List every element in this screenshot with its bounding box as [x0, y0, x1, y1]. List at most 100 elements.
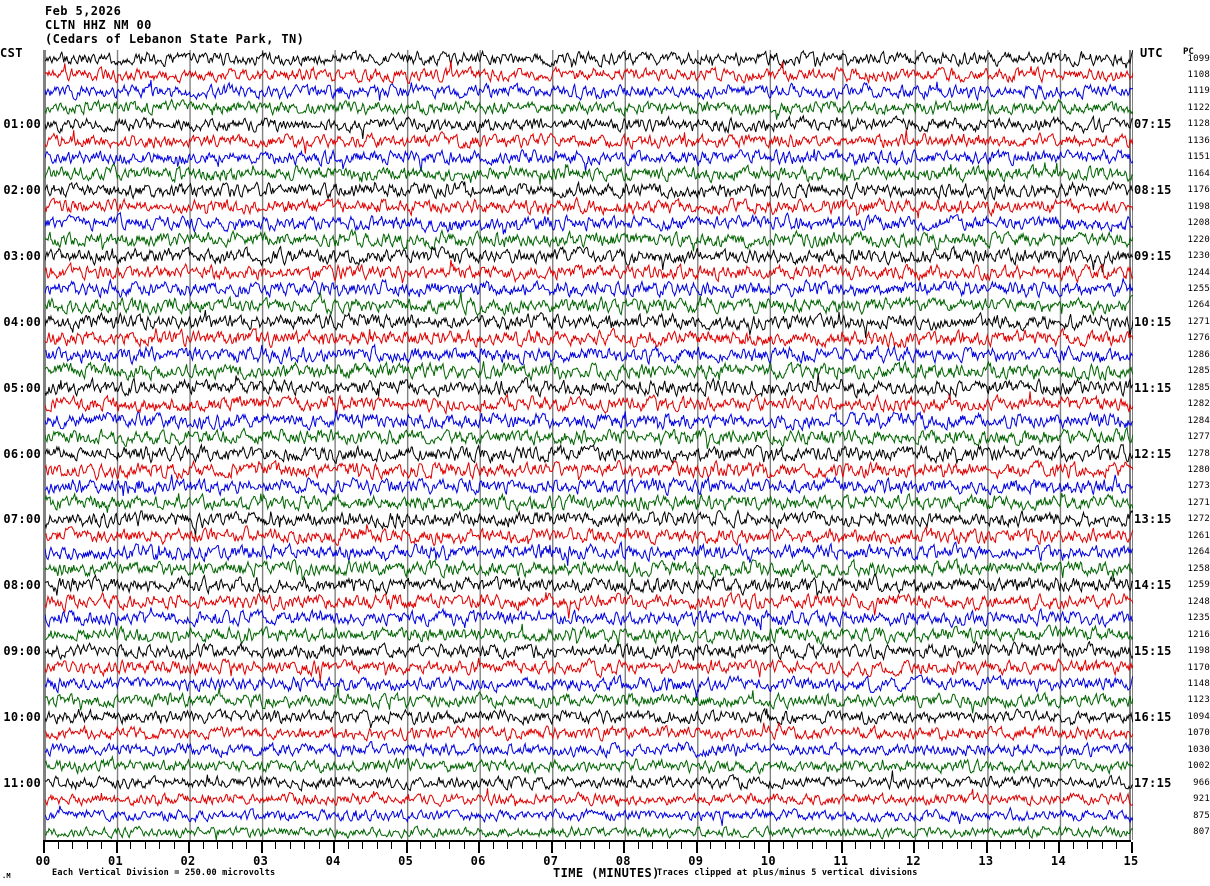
- header-date: Feb 5,2026: [45, 4, 122, 18]
- peak-count-value: 921: [1193, 794, 1210, 805]
- peak-count-value: 1148: [1187, 678, 1210, 689]
- x-tick-minor: [739, 842, 741, 849]
- peak-count-value: 807: [1193, 827, 1210, 838]
- peak-count-value: 1286: [1187, 349, 1210, 360]
- x-tick-minor: [72, 842, 73, 849]
- x-tick-label-13: 13: [978, 854, 994, 868]
- trace-line-27: [45, 491, 1133, 514]
- x-tick-label-02: 02: [180, 854, 196, 868]
- x-tick-major-00: [43, 842, 45, 853]
- peak-count-value: 1255: [1187, 283, 1210, 294]
- trace-line-23: [45, 426, 1133, 449]
- x-tick-minor: [304, 842, 306, 849]
- x-tick-minor: [434, 842, 436, 849]
- x-tick-minor: [565, 842, 567, 849]
- cst-hour-label-0300: 03:00: [3, 249, 41, 264]
- cst-hour-label-0400: 04:00: [3, 314, 41, 329]
- trace-line-21: [45, 391, 1133, 416]
- peak-count-value: 1108: [1187, 70, 1210, 81]
- x-tick-minor: [391, 842, 393, 849]
- x-tick-minor: [246, 842, 248, 849]
- trace-line-34: [45, 607, 1133, 631]
- utc-hour-label-0715: 07:15: [1134, 117, 1172, 132]
- x-tick-label-14: 14: [1050, 854, 1066, 868]
- x-tick-label-12: 12: [905, 854, 921, 868]
- peak-count-value: 1070: [1187, 728, 1210, 739]
- peak-count-value: 1216: [1187, 629, 1210, 640]
- x-tick-label-07: 07: [543, 854, 559, 868]
- x-tick-major-05: [405, 842, 408, 853]
- utc-timezone-label: UTC: [1140, 46, 1163, 60]
- x-tick-major-03: [260, 842, 263, 853]
- peak-count-value: 1285: [1187, 366, 1210, 377]
- peak-count-value: 1272: [1187, 514, 1210, 525]
- x-tick-minor: [826, 842, 828, 849]
- x-tick-minor: [608, 842, 610, 849]
- trace-line-8: [45, 180, 1133, 201]
- peak-count-value: 1285: [1187, 382, 1210, 393]
- trace-line-40: [45, 707, 1133, 729]
- scale-note: Each Vertical Division = 250.00 microvol…: [52, 868, 276, 878]
- trace-line-24: [45, 443, 1133, 465]
- x-tick-minor: [376, 842, 378, 849]
- peak-count-value: 1276: [1187, 333, 1210, 344]
- trace-line-18: [45, 343, 1133, 366]
- trace-line-30: [45, 540, 1133, 566]
- x-tick-minor: [318, 842, 320, 849]
- x-tick-minor: [579, 842, 581, 849]
- x-tick-label-08: 08: [615, 854, 631, 868]
- peak-count-value: 1282: [1187, 399, 1210, 410]
- peak-count-value: 1244: [1187, 267, 1210, 278]
- x-tick-major-02: [188, 842, 191, 853]
- x-tick-minor: [507, 842, 509, 849]
- x-tick-minor: [536, 842, 538, 849]
- x-tick-minor: [681, 842, 683, 849]
- trace-line-7: [45, 162, 1133, 185]
- seismogram-traces: [45, 50, 1133, 840]
- trace-line-0: [45, 50, 1133, 70]
- peak-count-value: 1280: [1187, 465, 1210, 476]
- trace-line-36: [45, 640, 1133, 662]
- time-axis: [43, 840, 1133, 854]
- x-tick-minor: [869, 842, 871, 849]
- trace-line-28: [45, 509, 1133, 537]
- x-tick-major-04: [333, 842, 336, 853]
- x-tick-minor: [173, 842, 175, 849]
- x-tick-minor: [521, 842, 523, 849]
- x-tick-major-06: [478, 842, 481, 853]
- cst-hour-label-0600: 06:00: [3, 446, 41, 461]
- peak-count-value: 1151: [1187, 152, 1210, 163]
- peak-count-value: 1208: [1187, 218, 1210, 229]
- trace-line-19: [45, 360, 1133, 383]
- x-tick-label-09: 09: [688, 854, 704, 868]
- x-tick-minor: [1116, 842, 1118, 849]
- x-tick-minor: [956, 842, 958, 849]
- peak-count-value: 1264: [1187, 300, 1210, 311]
- x-tick-minor: [101, 842, 103, 849]
- cst-hour-label-0900: 09:00: [3, 644, 41, 659]
- x-tick-major-07: [550, 842, 553, 853]
- trace-line-5: [45, 129, 1133, 154]
- x-tick-label-15: 15: [1123, 854, 1139, 868]
- x-tick-major-14: [1058, 842, 1061, 853]
- x-tick-minor: [159, 842, 161, 849]
- x-tick-minor: [492, 842, 494, 849]
- x-tick-minor: [231, 842, 233, 849]
- trace-line-4: [45, 114, 1133, 139]
- peak-count-value: 1122: [1187, 102, 1210, 113]
- x-tick-major-01: [115, 842, 118, 853]
- x-tick-minor: [57, 842, 59, 849]
- x-tick-minor: [797, 842, 799, 849]
- x-tick-major-13: [985, 842, 988, 853]
- x-tick-minor: [420, 842, 422, 849]
- header-location: (Cedars of Lebanon State Park, TN): [45, 32, 305, 46]
- utc-hour-label-1715: 17:15: [1134, 775, 1172, 790]
- peak-count-value: 1264: [1187, 547, 1210, 558]
- trace-line-26: [45, 474, 1133, 497]
- trace-line-1: [45, 60, 1133, 85]
- peak-count-value: 1277: [1187, 432, 1210, 443]
- x-tick-minor: [202, 842, 204, 849]
- peak-count-value: 966: [1193, 777, 1210, 788]
- x-tick-minor: [86, 842, 88, 849]
